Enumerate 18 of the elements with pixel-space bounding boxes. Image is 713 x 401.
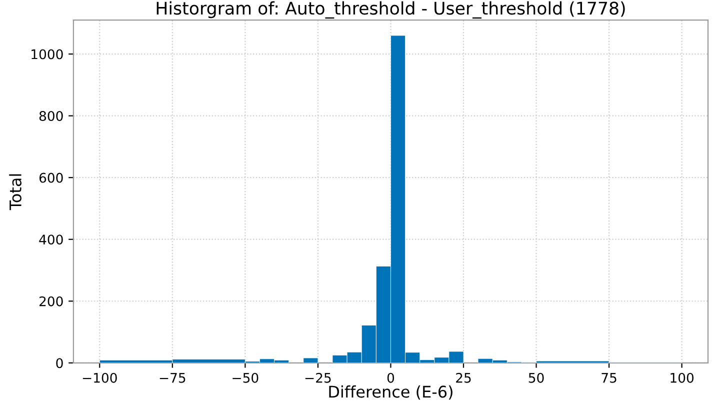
y-tick-label: 600	[39, 172, 63, 183]
x-tick-label: −100	[82, 372, 117, 383]
chart-title: Historgram of: Auto_threshold - User_threshold (1778)	[156, 1, 625, 19]
y-tick-label: 800	[39, 111, 63, 122]
y-tick-label: 0	[56, 358, 63, 368]
x-tick-label: −50	[232, 372, 258, 383]
y-tick-label: 200	[40, 296, 63, 306]
x-tick-label: 0	[387, 372, 394, 383]
x-tick-label: −75	[160, 373, 186, 383]
y-tick-label: 400	[39, 234, 63, 245]
x-tick-label: 75	[602, 373, 616, 383]
x-tick-label: 50	[528, 372, 544, 383]
x-tick-label: 25	[456, 372, 471, 383]
x-tick-label: −25	[305, 372, 331, 383]
y-tick-label: 1000	[32, 49, 63, 60]
x-axis-title: Difference (E-6)	[329, 385, 452, 400]
y-axis-title: Total	[9, 174, 22, 210]
x-tick-label: 100	[670, 372, 694, 383]
